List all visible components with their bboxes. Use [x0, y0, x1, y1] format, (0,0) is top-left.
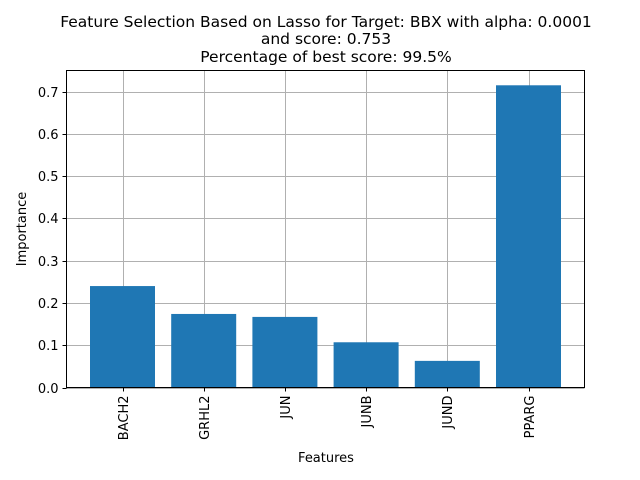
x-tick-label: JUND [441, 396, 456, 430]
y-tick-label: 0.7 [38, 86, 59, 101]
bar-jun [252, 316, 318, 388]
y-tick-label: 0.5 [38, 170, 59, 185]
x-tick-label: BACH2 [117, 396, 132, 441]
y-axis-label: Importance [15, 192, 30, 267]
plot-frame [66, 70, 585, 388]
bar-bach2 [90, 286, 155, 388]
y-tick-label: 0.1 [38, 339, 59, 354]
bars-layer [90, 85, 561, 388]
chart-title-line-1: Feature Selection Based on Lasso for Tar… [60, 13, 592, 31]
chart-title-line-2: and score: 0.753 [261, 30, 391, 48]
x-tick-label: PPARG [523, 396, 538, 439]
y-tick-label: 0.2 [38, 297, 59, 312]
bar-junb [333, 342, 399, 388]
x-axis-label: Features [298, 451, 354, 466]
x-tick-label: JUNB [360, 396, 375, 429]
bar-grhl2 [171, 313, 237, 388]
y-tick-label: 0.3 [38, 255, 59, 270]
x-axis: BACH2 GRHL2 JUN JUNB JUND PPARG [117, 387, 538, 441]
bar-pparg [496, 85, 561, 388]
chart-title-line-3: Percentage of best score: 99.5% [200, 48, 451, 66]
y-tick-label: 0.0 [38, 382, 59, 397]
x-tick-label: GRHL2 [198, 396, 213, 440]
y-axis: 0.0 0.1 0.2 0.3 0.4 0.5 0.6 0.7 [38, 86, 67, 397]
x-tick-label: JUN [279, 396, 294, 420]
y-tick-label: 0.6 [38, 128, 59, 143]
bar-jund [414, 360, 480, 388]
y-tick-label: 0.4 [38, 212, 59, 227]
